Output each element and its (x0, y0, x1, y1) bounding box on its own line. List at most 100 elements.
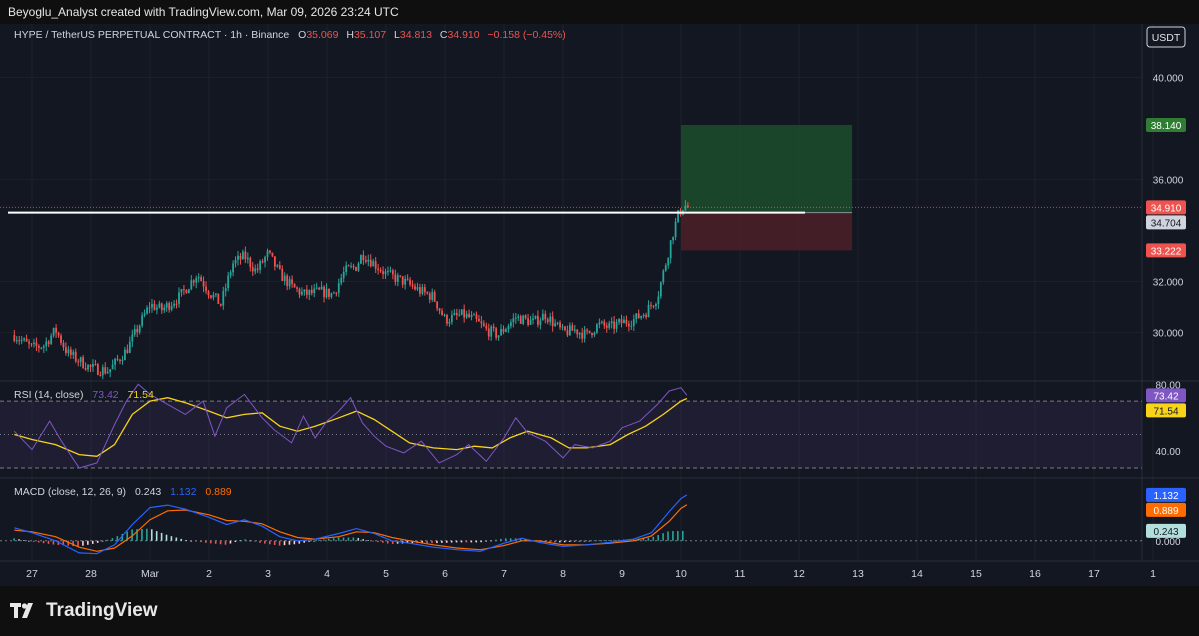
stop-zone[interactable] (681, 212, 853, 251)
candle-body (446, 314, 448, 324)
time-tick-label[interactable]: 2 (206, 568, 212, 580)
time-tick-label[interactable]: 14 (911, 568, 923, 580)
macd-hist-bar (396, 540, 399, 544)
candle-body (126, 349, 129, 353)
time-tick-label[interactable]: 6 (442, 568, 448, 580)
time-tick-label[interactable]: 15 (970, 568, 982, 580)
candle-body (52, 327, 55, 336)
price-tick-label[interactable]: 30.000 (1153, 329, 1184, 340)
macd-hist-bar (288, 540, 291, 545)
symbol-title[interactable]: HYPE / TetherUS PERPETUAL CONTRACT · 1h … (14, 29, 289, 41)
candle-body (475, 314, 478, 319)
macd-hist-bar (180, 538, 183, 541)
time-tick-label[interactable]: 7 (501, 568, 507, 580)
candle-body (360, 255, 362, 264)
time-tick-label[interactable]: 11 (735, 568, 746, 580)
candle-body (586, 329, 588, 331)
macd-hist-bar (175, 537, 178, 541)
time-tick-label[interactable]: 1 (1150, 568, 1156, 580)
candle-body (308, 289, 311, 295)
macd-legend-title[interactable]: MACD (close, 12, 26, 9) (14, 486, 126, 498)
price-axis-labels[interactable]: 40.000 36.000 32.000 30.000 80.00 40.00 0.000 (1153, 74, 1184, 548)
macd-badge-macd-bg (1146, 487, 1186, 502)
time-tick-label[interactable]: 4 (324, 568, 330, 580)
macd-tick-label[interactable]: 0.000 (1155, 537, 1180, 548)
rsi-tick-label[interactable]: 80.00 (1155, 380, 1180, 391)
time-tick-label[interactable]: 10 (675, 568, 687, 580)
candle-body (463, 309, 466, 318)
time-tick-label[interactable]: 3 (265, 568, 271, 580)
candle-body (256, 268, 259, 270)
price-tick-label[interactable]: 36.000 (1153, 176, 1184, 187)
price-badge-last: 34.910 (1146, 200, 1186, 215)
candle-body (18, 340, 21, 342)
candle-body (650, 304, 652, 306)
brand[interactable]: TradingView (10, 600, 158, 622)
target-zone[interactable] (681, 124, 853, 213)
time-tick-label[interactable]: 12 (793, 568, 805, 580)
rsi-legend[interactable]: RSI (14, close) 73.42 71.54 (14, 389, 154, 401)
candle-body (310, 289, 313, 294)
macd-hist-bar (195, 540, 197, 542)
time-tick-label[interactable]: 8 (560, 568, 566, 580)
macd-hist-bar (352, 537, 355, 541)
macd-hist-bar (632, 539, 635, 541)
attribution-text: Beyoglu_Analyst created with TradingView… (8, 5, 399, 19)
candle-body (468, 313, 470, 318)
currency-button[interactable]: USDT (1146, 26, 1186, 48)
candle-body (269, 250, 271, 253)
candle-body (345, 265, 348, 272)
candle-body (62, 343, 65, 348)
time-tick-label[interactable]: 13 (852, 568, 864, 580)
time-tick-label[interactable]: 27 (26, 568, 38, 580)
candle-body (411, 284, 414, 287)
price-pane[interactable] (0, 124, 1142, 380)
macd-hist-bar (382, 540, 384, 543)
candle-body (96, 364, 99, 375)
candle-body (655, 303, 657, 307)
time-tick-label[interactable]: 28 (85, 568, 97, 580)
chart-background (0, 24, 1199, 586)
time-tick-label[interactable]: 5 (383, 568, 389, 580)
macd-legend[interactable]: MACD (close, 12, 26, 9) 0.243 1.132 0.88… (14, 486, 232, 498)
candle-body (37, 346, 40, 348)
close-value: 34.910 (448, 29, 480, 41)
macd-hist-bar (563, 540, 566, 543)
macd-hist-bar (588, 540, 591, 542)
macd-hist-bar (603, 540, 605, 541)
macd-pane[interactable] (0, 494, 1142, 555)
candle-body (401, 276, 404, 285)
chart-frame[interactable]: 40.000 36.000 32.000 30.000 80.00 40.00 0.000 … (0, 24, 1199, 586)
candle-body (67, 349, 70, 354)
price-tick-label[interactable]: 32.000 (1153, 278, 1184, 289)
candle-body (237, 255, 239, 260)
rsi-band-fill (0, 401, 1142, 468)
candle-body (94, 364, 97, 366)
candle-body (69, 349, 72, 355)
time-tick-label[interactable]: 16 (1029, 568, 1041, 580)
price-badge-level: 34.704 (1146, 215, 1186, 230)
chart-svg[interactable]: 40.00036.00032.00030.00080.0040.000.000 … (0, 24, 1199, 586)
macd-hist-bar (318, 540, 320, 542)
rsi-pane[interactable] (0, 383, 1142, 469)
time-tick-label[interactable]: 17 (1088, 568, 1100, 580)
candle-body (65, 347, 67, 354)
macd-hist-bar (386, 540, 389, 544)
brand-name[interactable]: TradingView (46, 600, 158, 621)
symbol-legend[interactable]: HYPE / TetherUS PERPETUAL CONTRACT · 1h … (14, 29, 566, 41)
rsi-legend-title[interactable]: RSI (14, close) (14, 389, 83, 401)
macd-hist-bar (549, 540, 551, 543)
macd-hist-bar (362, 539, 364, 541)
candle-body (564, 326, 566, 331)
rsi-tick-label[interactable]: 40.00 (1155, 447, 1180, 458)
candle-body (232, 263, 234, 273)
candle-body (23, 338, 26, 340)
grid-lines (0, 24, 1154, 561)
price-badge-level-text: 34.704 (1151, 218, 1182, 229)
time-axis-labels[interactable]: 27 28 Mar 2 3 4 5 6 7 8 9 10 11 12 13 14 15 16 17 1 (26, 568, 1156, 580)
time-tick-label[interactable]: 9 (619, 568, 625, 580)
currency-label[interactable]: USDT (1152, 32, 1181, 44)
price-tick-label[interactable]: 40.000 (1153, 74, 1184, 85)
time-tick-label[interactable]: Mar (141, 568, 160, 580)
macd-hist-bar (509, 538, 512, 541)
